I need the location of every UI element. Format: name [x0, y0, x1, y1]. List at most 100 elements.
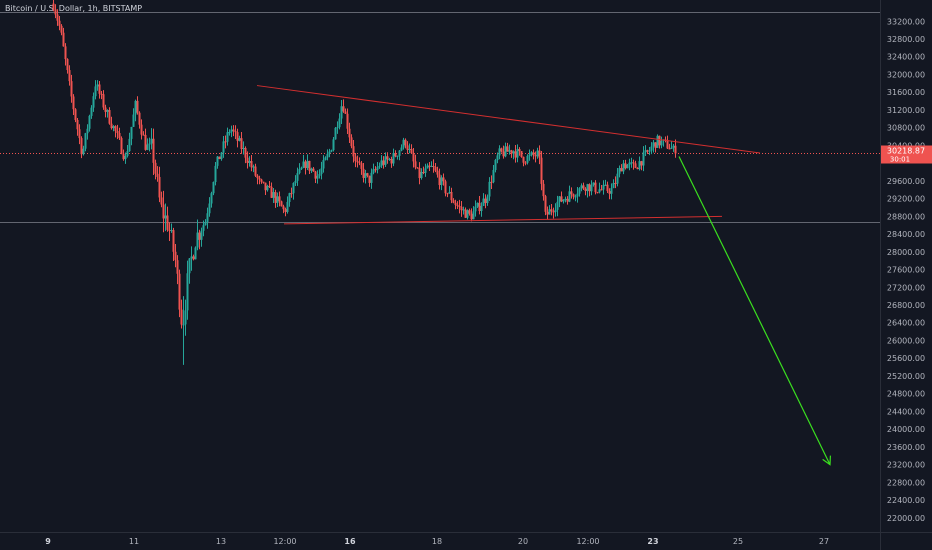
price-tick-label: 25200.00	[887, 372, 925, 381]
candle-body	[556, 201, 559, 210]
time-tick-label: 13	[216, 537, 226, 546]
candle-body	[444, 181, 447, 194]
candle-body	[322, 160, 325, 169]
time-axis-panel[interactable]	[0, 532, 932, 550]
candle-body	[564, 198, 567, 200]
candle-body	[494, 160, 497, 170]
candle-body	[346, 113, 349, 129]
candle-body	[596, 192, 599, 194]
candle-body	[126, 151, 129, 156]
candle-body	[520, 151, 523, 157]
candle-body	[534, 155, 537, 157]
candle-body	[102, 94, 105, 108]
candle-body	[342, 106, 345, 112]
price-tick-label: 27200.00	[887, 283, 925, 292]
candle-body	[464, 209, 467, 218]
candle-body	[452, 200, 455, 203]
candle-body	[648, 150, 651, 152]
price-tick-label: 23600.00	[887, 443, 925, 452]
candle-body	[610, 188, 613, 194]
candle-body	[136, 100, 139, 113]
candle-body	[336, 127, 339, 129]
candle-body	[204, 221, 207, 226]
candle-body	[636, 167, 639, 170]
candle-body	[422, 171, 425, 173]
price-tick-label: 26800.00	[887, 301, 925, 310]
price-tick-label: 28400.00	[887, 230, 925, 239]
candle-body	[356, 161, 359, 163]
candle-body	[228, 132, 231, 134]
candle-body	[656, 135, 659, 148]
candle-body	[210, 193, 213, 204]
candle-body	[146, 144, 149, 150]
candle-body	[654, 142, 657, 148]
candle-body	[156, 173, 159, 177]
current-price-label: 30218.87	[887, 147, 925, 156]
candle-body	[352, 146, 355, 157]
candle-body	[244, 147, 247, 158]
candle-body	[140, 124, 143, 135]
candle-body	[614, 183, 617, 185]
candle-body	[370, 172, 373, 183]
candle-body	[474, 206, 477, 212]
candle-body	[362, 168, 365, 178]
candle-body	[558, 196, 561, 202]
candle-body	[566, 198, 569, 202]
upper-wedge-line[interactable]	[256, 85, 761, 154]
candle-body	[256, 175, 259, 179]
candle-body	[222, 141, 225, 153]
candle-body	[218, 156, 221, 160]
candle-body	[442, 177, 445, 182]
candle-body	[628, 162, 631, 165]
candle-body	[270, 186, 273, 198]
candle-body	[434, 166, 437, 171]
candle-body	[332, 139, 335, 151]
candle-body	[206, 213, 209, 222]
candle-body	[186, 273, 189, 311]
candle-body	[334, 127, 337, 140]
candle-body	[572, 194, 575, 197]
candle-body	[304, 161, 307, 169]
candle-body	[98, 84, 101, 94]
price-axis-panel[interactable]	[880, 0, 932, 550]
candle-body	[600, 189, 603, 191]
candle-body	[598, 189, 601, 193]
candle-body	[122, 153, 125, 160]
price-tick-label: 31600.00	[887, 88, 925, 97]
chart-title: Bitcoin / U.S. Dollar, 1h, BITSTAMP	[5, 4, 143, 13]
candle-body	[290, 193, 293, 195]
candle-body	[74, 109, 77, 121]
candle-body	[220, 152, 223, 160]
candle-body	[450, 191, 453, 201]
candle-body	[282, 206, 285, 210]
candle-body	[578, 188, 581, 194]
candle-body	[234, 131, 237, 133]
candle-body	[128, 138, 131, 152]
candle-body	[68, 70, 71, 82]
lower-wedge-line[interactable]	[283, 215, 723, 225]
price-tick-label: 33200.00	[887, 17, 925, 26]
candle-body	[510, 150, 513, 154]
candle-body	[164, 215, 167, 219]
candle-body	[308, 160, 311, 171]
candle-body	[64, 46, 67, 60]
time-tick-label: 18	[432, 537, 442, 546]
candle-body	[268, 185, 271, 187]
candle-body	[392, 153, 395, 164]
candle-body	[288, 193, 291, 202]
candle-body	[486, 196, 489, 204]
candle-body	[560, 196, 563, 202]
candle-body	[314, 171, 317, 179]
candle-body	[650, 146, 653, 151]
time-tick-label: 12:00	[273, 537, 296, 546]
candle-body	[460, 206, 463, 211]
projection-arrow-line[interactable]	[678, 156, 831, 465]
candle-body	[620, 168, 623, 172]
candle-body	[162, 204, 165, 219]
candle-body	[264, 182, 267, 191]
candle-body	[542, 183, 545, 197]
candle-body	[194, 247, 197, 260]
time-tick-label: 23	[647, 537, 658, 546]
candle-body	[92, 96, 95, 108]
